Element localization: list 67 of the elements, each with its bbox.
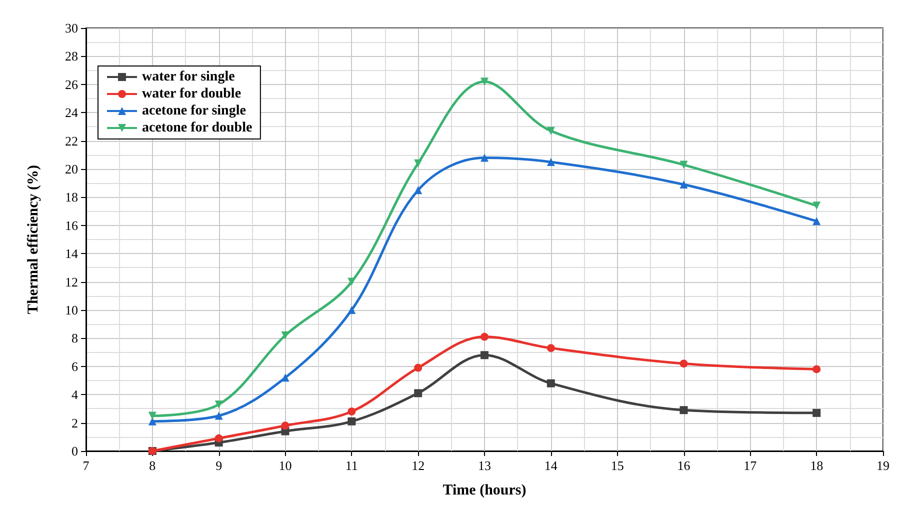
point xyxy=(214,400,223,408)
y-tick-label: 4 xyxy=(72,387,78,402)
y-tick-label: 0 xyxy=(72,444,78,458)
y-tick-label: 16 xyxy=(65,218,78,233)
x-tick-label: 12 xyxy=(412,458,425,473)
point xyxy=(348,408,356,416)
y-tick-label: 14 xyxy=(65,246,78,262)
point xyxy=(414,159,422,168)
y-tick-label: 26 xyxy=(65,76,78,92)
point xyxy=(281,331,290,340)
x-axis-title: Time (hours) xyxy=(442,482,526,498)
y-tick-label: 30 xyxy=(65,20,78,36)
point xyxy=(348,306,356,314)
x-tick-label: 19 xyxy=(876,458,890,473)
point xyxy=(546,158,555,166)
x-tick-label: 10 xyxy=(278,458,292,473)
y-tick-label: 22 xyxy=(65,133,78,148)
point xyxy=(812,365,821,374)
point xyxy=(480,154,488,162)
point xyxy=(680,160,688,169)
point xyxy=(480,332,488,341)
point xyxy=(546,344,555,352)
point xyxy=(480,351,488,360)
y-tick-label: 28 xyxy=(65,48,78,64)
point xyxy=(812,217,821,226)
legend-label: acetone for double xyxy=(142,120,252,136)
point xyxy=(414,364,422,372)
point xyxy=(546,379,555,388)
y-tick-label: 24 xyxy=(65,105,78,120)
point xyxy=(214,412,223,420)
point xyxy=(214,434,223,442)
point xyxy=(348,278,356,286)
y-tick-label: 2 xyxy=(72,415,78,430)
legend-label: water for single xyxy=(142,70,235,84)
x-tick-label: 18 xyxy=(810,458,824,473)
x-tick-label: 8 xyxy=(149,458,156,473)
point xyxy=(812,408,821,417)
point xyxy=(480,78,488,86)
y-tick-label: 20 xyxy=(65,162,78,176)
x-tick-label: 13 xyxy=(478,458,491,473)
x-tick-label: 9 xyxy=(216,458,222,473)
point xyxy=(281,422,290,430)
y-tick-label: 10 xyxy=(65,302,78,318)
point xyxy=(148,417,156,426)
x-tick-label: 7 xyxy=(82,458,90,473)
y-tick-label: 6 xyxy=(72,358,78,374)
x-tick-label: 17 xyxy=(744,458,758,473)
legend-label: acetone for single xyxy=(142,104,246,118)
x-tick-label: 15 xyxy=(610,458,624,473)
point xyxy=(281,374,290,382)
point xyxy=(680,360,688,368)
point xyxy=(414,389,422,398)
point xyxy=(546,126,555,135)
point xyxy=(680,406,688,414)
y-tick-label: 12 xyxy=(65,274,78,290)
y-tick-label: 8 xyxy=(72,330,78,346)
x-tick-label: 16 xyxy=(677,458,691,473)
x-tick-label: 14 xyxy=(544,458,558,473)
x-tick-label: 11 xyxy=(345,458,358,473)
point xyxy=(348,417,356,426)
point xyxy=(680,180,688,189)
point xyxy=(414,186,422,194)
point xyxy=(812,202,821,210)
legend-label: water for double xyxy=(142,86,242,102)
y-axis-title: Thermal efficiency (%) xyxy=(26,164,42,314)
point xyxy=(148,412,156,420)
y-tick-label: 18 xyxy=(65,190,78,205)
